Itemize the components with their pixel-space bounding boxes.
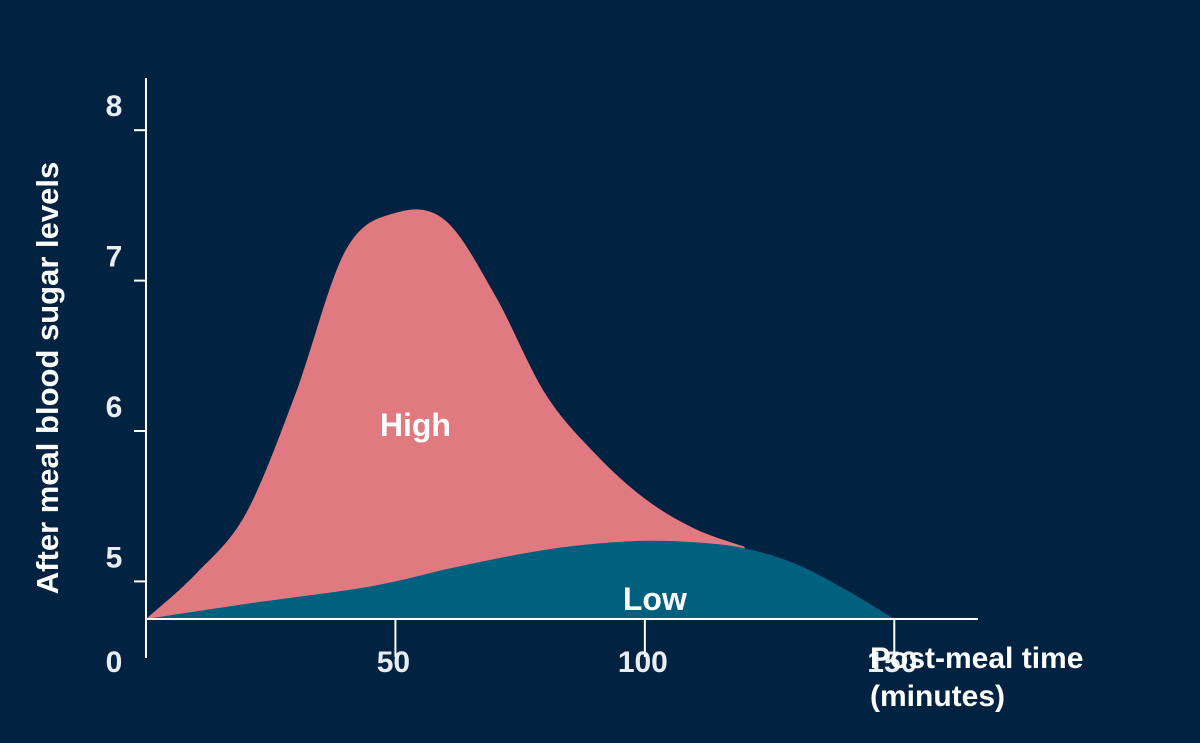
x-tick-label: 0 [106, 646, 123, 679]
series-labels: High Low [380, 407, 687, 617]
x-axis-title-line-1: Post-meal time [870, 642, 1083, 675]
y-tick-label: 5 [106, 541, 123, 574]
x-tick-label: 150 [867, 646, 917, 679]
chart-ticks: 0 50 100 150 5 6 7 8 [106, 90, 918, 679]
x-tick-label: 50 [377, 646, 410, 679]
chart-areas [146, 209, 895, 619]
y-tick-label: 6 [106, 391, 123, 424]
y-axis-title: After meal blood sugar levels [30, 162, 65, 594]
x-axis-title-line-2: (minutes) [870, 680, 1005, 713]
y-tick-label: 7 [106, 241, 123, 274]
chart-axes [145, 78, 978, 658]
area-low [146, 540, 895, 619]
area-high [146, 209, 745, 619]
area-label-low: Low [623, 581, 687, 617]
y-tick-label: 8 [106, 90, 123, 123]
x-axis-title: Post-meal time (minutes) [870, 642, 1092, 713]
area-label-high: High [380, 407, 451, 443]
x-tick-label: 100 [618, 646, 668, 679]
